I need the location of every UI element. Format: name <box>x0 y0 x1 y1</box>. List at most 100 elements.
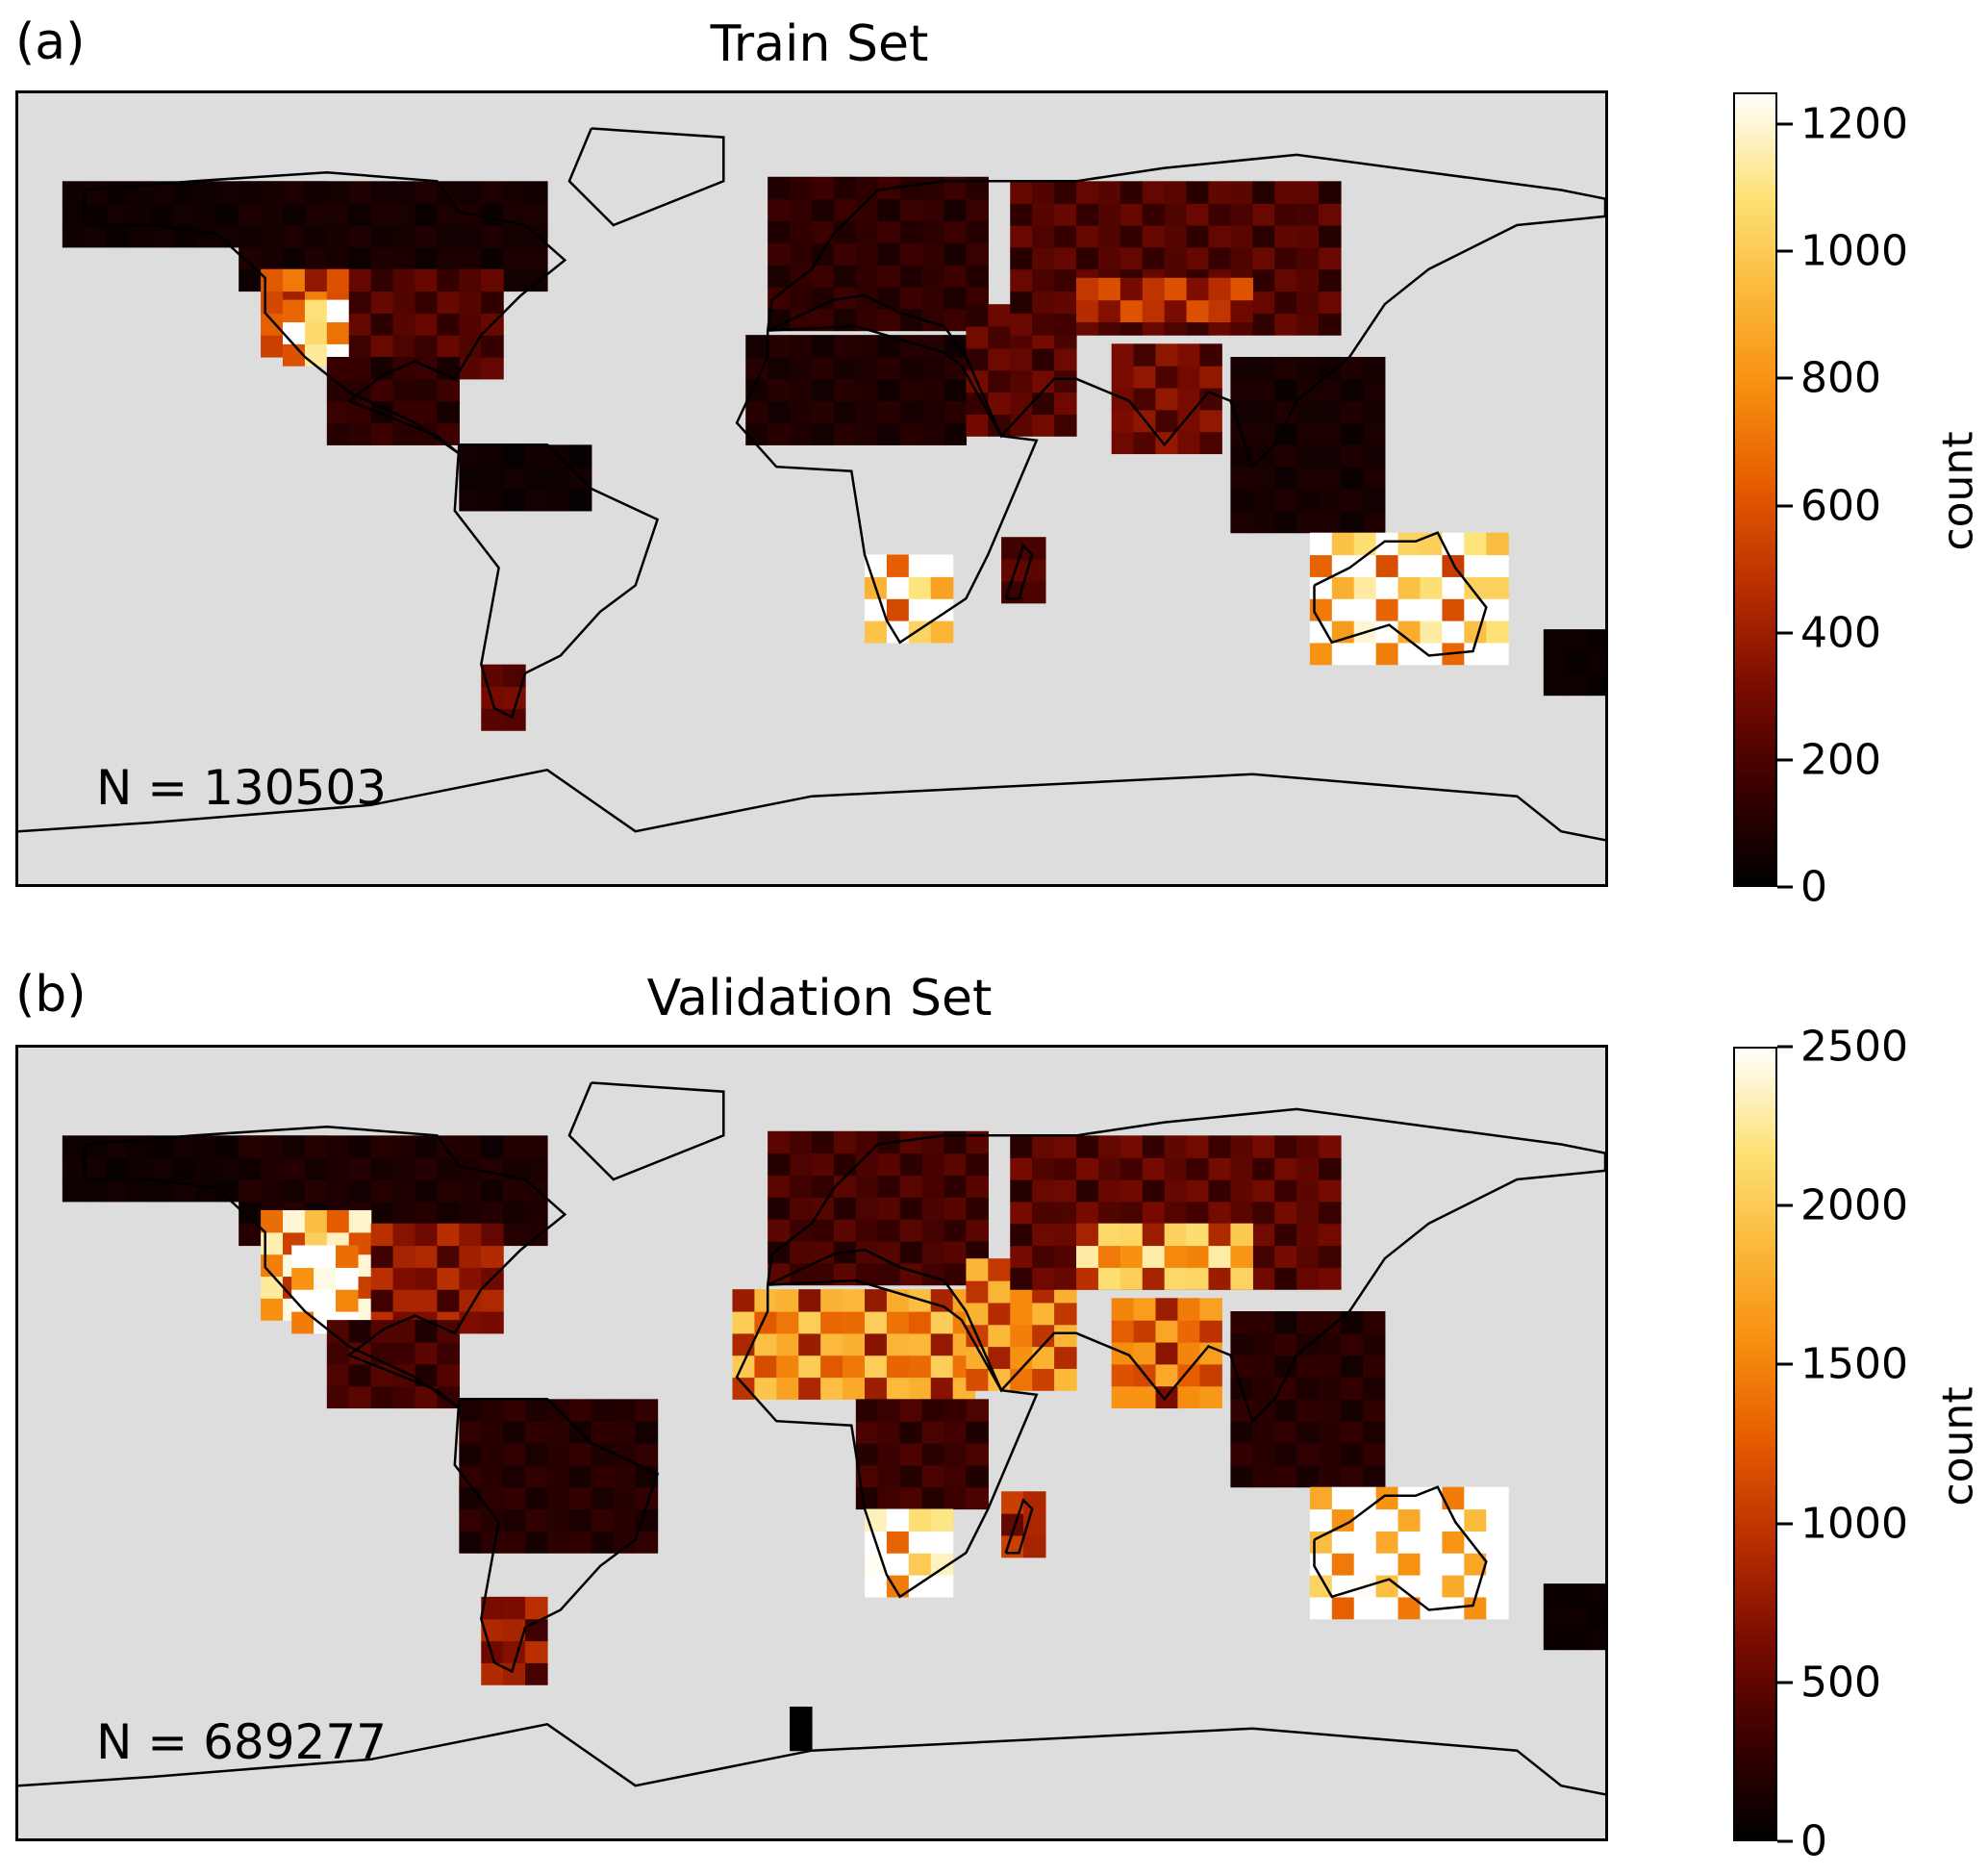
heatmap-cell <box>966 414 989 437</box>
heatmap-cell <box>503 181 526 204</box>
heatmap-cell <box>304 203 328 226</box>
heatmap-cell <box>370 225 394 248</box>
heatmap-cell <box>1164 1245 1188 1268</box>
heatmap-cell <box>1155 1341 1179 1365</box>
heatmap-cell <box>392 1157 416 1180</box>
heatmap-cell <box>877 220 901 243</box>
panel-b-label: (b) <box>15 966 87 1024</box>
heatmap-cell <box>459 1399 482 1422</box>
heatmap-cell <box>908 1531 932 1554</box>
heatmap-cell <box>370 291 394 314</box>
heatmap-cell <box>525 444 548 468</box>
heatmap-cell <box>966 1399 989 1422</box>
heatmap-cell <box>1010 1223 1033 1247</box>
heatmap-cell <box>326 321 350 344</box>
heatmap-cell <box>1120 225 1144 248</box>
heatmap-cell <box>899 1486 923 1510</box>
heatmap-cell <box>1319 246 1342 270</box>
heatmap-cell <box>326 225 350 248</box>
heatmap-cell <box>1097 181 1121 204</box>
heatmap-cell <box>1010 1346 1033 1369</box>
heatmap-cell <box>1486 1486 1509 1510</box>
heatmap-cell <box>1111 1320 1135 1343</box>
heatmap-cell <box>988 1280 1011 1304</box>
heatmap-cell <box>1375 642 1399 666</box>
heatmap-cell <box>326 1179 350 1203</box>
heatmap-cell <box>1164 1223 1188 1247</box>
heatmap-cell <box>877 308 901 332</box>
heatmap-cell <box>1543 1583 1567 1607</box>
heatmap-cell <box>1375 1531 1399 1554</box>
heatmap-cell <box>1076 181 1099 204</box>
heatmap-cell <box>1319 1399 1342 1422</box>
heatmap-cell <box>1230 357 1253 380</box>
heatmap-cell <box>1023 580 1046 604</box>
heatmap-cell <box>1252 246 1275 270</box>
heatmap-cell <box>1199 1320 1222 1343</box>
heatmap-cell <box>304 299 328 323</box>
heatmap-cell <box>370 313 394 336</box>
colorbar-tick <box>1777 1203 1793 1207</box>
heatmap-cell <box>921 198 945 222</box>
heatmap-cell <box>261 335 284 358</box>
heatmap-cell <box>1252 181 1275 204</box>
heatmap-cell <box>172 181 195 204</box>
heatmap-cell <box>833 220 857 243</box>
heatmap-cell <box>437 1267 460 1290</box>
heatmap-cell <box>547 1443 570 1466</box>
heatmap-cell <box>348 181 372 204</box>
heatmap-cell <box>1010 268 1033 292</box>
heatmap-cell <box>591 1421 615 1444</box>
heatmap-cell <box>304 225 328 248</box>
heatmap-cell <box>1076 225 1099 248</box>
heatmap-cell <box>1397 576 1422 599</box>
heatmap-cell <box>855 308 879 332</box>
heatmap-cell <box>1177 1320 1200 1343</box>
heatmap-cell <box>525 1201 548 1225</box>
heatmap-cell <box>283 1157 306 1180</box>
heatmap-cell <box>768 265 791 288</box>
heatmap-cell <box>503 1223 526 1247</box>
heatmap-cell <box>1230 299 1253 323</box>
heatmap-cell <box>283 1179 306 1203</box>
heatmap-cell <box>1309 1508 1333 1532</box>
heatmap-cell <box>459 1179 482 1203</box>
heatmap-cell <box>944 357 968 380</box>
heatmap-cell <box>459 444 482 468</box>
heatmap-cell <box>1097 1223 1121 1247</box>
heatmap-cell <box>1331 1531 1355 1554</box>
heatmap-cell <box>1309 532 1333 556</box>
heatmap-cell <box>370 203 394 226</box>
heatmap-cell <box>547 1464 570 1488</box>
colorbar-tick <box>1777 758 1793 762</box>
heatmap-cell <box>525 203 548 226</box>
heatmap-cell <box>768 242 791 266</box>
heatmap-cell <box>877 1262 901 1286</box>
heatmap-cell <box>1032 313 1055 336</box>
heatmap-cell <box>1142 277 1166 301</box>
heatmap-cell <box>790 198 813 222</box>
heatmap-cell <box>1120 1157 1144 1180</box>
heatmap-cell <box>568 1464 592 1488</box>
heatmap-cell <box>1296 1201 1320 1225</box>
heatmap-cell <box>437 1341 460 1365</box>
heatmap-cell <box>1397 554 1422 577</box>
heatmap-cell <box>194 1179 217 1203</box>
heatmap-cell <box>1331 598 1355 621</box>
heatmap-cell <box>481 1223 504 1247</box>
heatmap-cell <box>790 308 813 332</box>
coastline <box>735 1279 1039 1599</box>
heatmap-cell <box>336 1289 359 1312</box>
heatmap-cell <box>503 489 526 512</box>
heatmap-cell <box>1199 387 1222 411</box>
heatmap-cell <box>84 181 108 204</box>
heatmap-cell <box>503 467 526 490</box>
heatmap-cell <box>1420 1575 1444 1598</box>
heatmap-cell <box>1464 1553 1487 1576</box>
heatmap-cell <box>326 357 350 380</box>
heatmap-cell <box>304 1157 328 1180</box>
heatmap-cell <box>812 198 835 222</box>
heatmap-cell <box>1341 1332 1364 1356</box>
heatmap-cell <box>370 1157 394 1180</box>
heatmap-cell <box>1010 203 1033 226</box>
